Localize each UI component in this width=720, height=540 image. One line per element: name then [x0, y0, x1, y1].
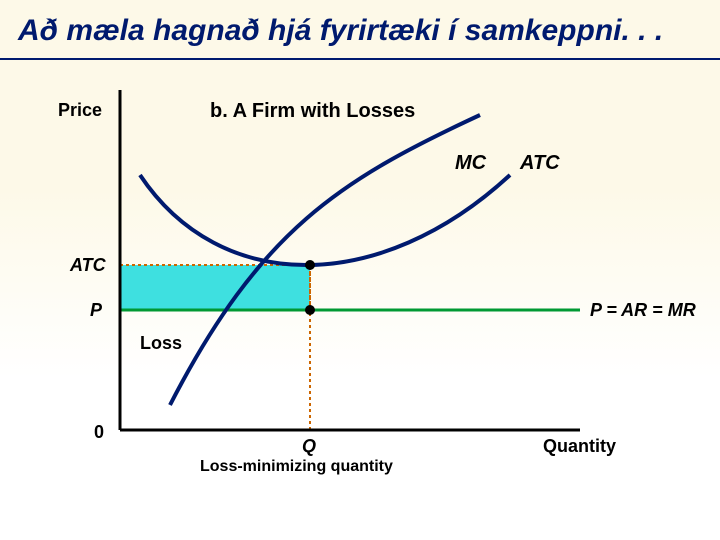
y-axis-label: Price [58, 100, 102, 121]
p-label-left: P [90, 300, 102, 321]
origin-label: 0 [94, 422, 104, 443]
loss-label: Loss [140, 333, 182, 354]
q-sublabel: Loss-minimizing quantity [200, 458, 393, 476]
x-axis-label: Quantity [543, 436, 616, 457]
chart-subtitle: b. A Firm with Losses [210, 100, 415, 123]
chart-svg [0, 60, 720, 480]
page-title: Að mæla hagnað hjá fyrirtæki í samkeppni… [0, 0, 720, 54]
q-label: Q [302, 436, 316, 457]
mc-label: MC [455, 152, 486, 175]
chart-area: Price b. A Firm with Losses MC ATC ATC P… [0, 60, 720, 480]
atc-label-left: ATC [70, 255, 106, 276]
atc-label-right: ATC [520, 152, 560, 175]
p-label-right: P = AR = MR [590, 300, 696, 321]
